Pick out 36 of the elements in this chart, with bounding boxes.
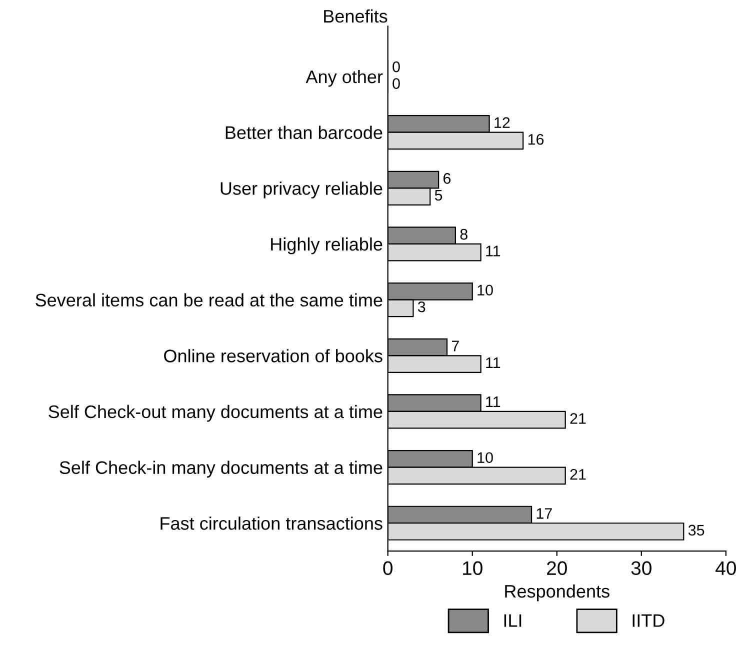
y-tick-label: Fast circulation transactions bbox=[160, 516, 382, 530]
data-label: 17 bbox=[536, 508, 552, 519]
data-label: 0 bbox=[392, 78, 400, 89]
legend-label: IITD bbox=[632, 614, 664, 627]
data-label: 12 bbox=[494, 117, 510, 128]
x-tick-label: 20 bbox=[547, 561, 567, 576]
y-tick-label: Self Check-out many documents at a time bbox=[48, 404, 382, 422]
y-tick-label: User privacy reliable bbox=[220, 182, 382, 198]
data-label: 10 bbox=[478, 452, 493, 464]
x-tick-label: 0 bbox=[383, 561, 392, 576]
data-label: 21 bbox=[570, 413, 586, 424]
data-label: 7 bbox=[452, 340, 459, 352]
data-label: 16 bbox=[528, 134, 544, 145]
x-axis-title: Respondents bbox=[505, 584, 610, 602]
legend-label: ILI bbox=[504, 614, 522, 627]
y-tick-label: Any other bbox=[306, 70, 383, 87]
x-tick-label: 40 bbox=[716, 561, 736, 576]
data-label: 6 bbox=[444, 173, 451, 184]
x-tick-label: 30 bbox=[631, 561, 652, 576]
x-tick-label: 10 bbox=[463, 561, 482, 576]
data-label: 8 bbox=[460, 228, 468, 240]
data-label: 5 bbox=[434, 190, 442, 201]
data-label: 3 bbox=[418, 301, 426, 312]
y-axis-title: Benefits bbox=[324, 9, 388, 23]
data-label: 21 bbox=[570, 468, 586, 480]
y-tick-label: Self Check-in many documents at a time bbox=[60, 460, 382, 478]
data-label: 35 bbox=[688, 524, 704, 536]
y-tick-label: Online reservation of books bbox=[164, 349, 382, 362]
y-tick-label: Several items can be read at the same time bbox=[36, 293, 382, 307]
data-label: 11 bbox=[486, 396, 500, 408]
data-label: 11 bbox=[486, 246, 500, 256]
y-tick-label: Better than barcode bbox=[226, 126, 382, 140]
data-label: 11 bbox=[486, 357, 500, 368]
y-tick-label: Highly reliable bbox=[271, 237, 382, 254]
data-label: 0 bbox=[392, 61, 400, 72]
data-label: 10 bbox=[478, 284, 493, 296]
